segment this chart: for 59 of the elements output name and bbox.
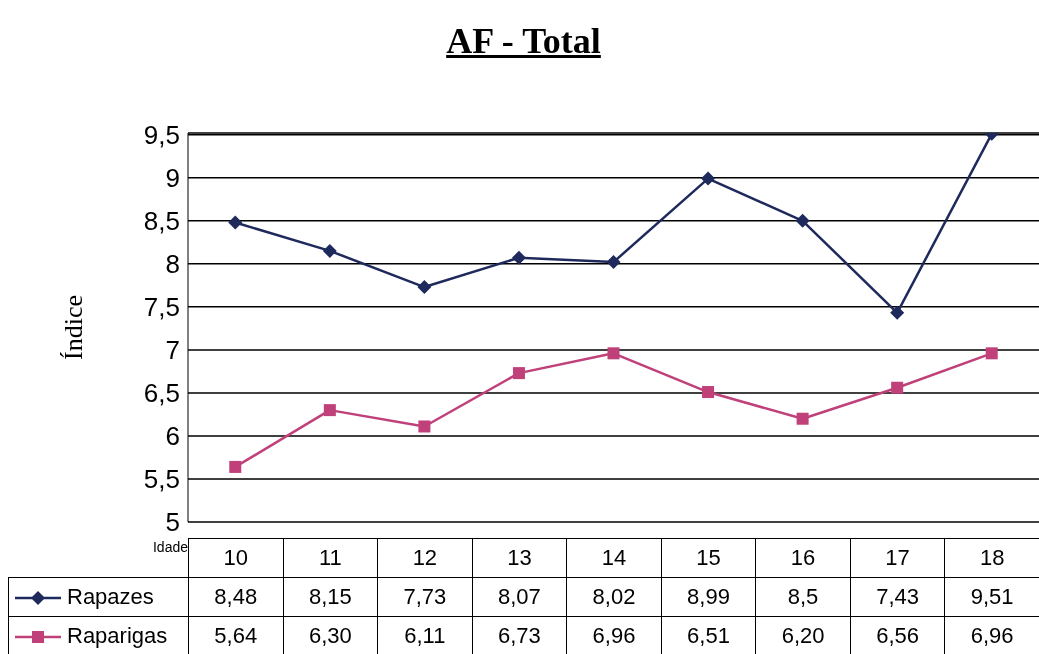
point (228, 215, 243, 230)
data-label: 6,96 (566, 616, 662, 654)
x-tick-label: 16 (755, 538, 851, 578)
x-tick-label: 17 (850, 538, 945, 578)
data-label: 6,96 (944, 616, 1039, 654)
point (890, 305, 905, 320)
data-label: 6,20 (755, 616, 851, 654)
point (701, 171, 716, 186)
legend-label: Rapazes (67, 584, 154, 609)
data-label: 8,02 (566, 577, 662, 617)
data-label: 8,15 (283, 577, 378, 617)
data-label: 8,07 (472, 577, 567, 617)
y-tick-label: 6,5 (143, 378, 180, 409)
chart-title: AF - Total (445, 20, 602, 63)
y-tick-label: 5,5 (143, 464, 180, 495)
data-label: 6,11 (377, 616, 473, 654)
x-tick-label: 14 (566, 538, 662, 578)
data-label: 6,73 (472, 616, 567, 654)
y-tick-label: 7 (165, 335, 180, 366)
point (229, 460, 242, 473)
x-tick-label: 10 (188, 538, 284, 578)
y-tick-label: 8 (165, 249, 180, 280)
point (323, 404, 336, 417)
data-label: 5,64 (188, 616, 284, 654)
point (702, 386, 715, 399)
data-label: 9,51 (944, 577, 1039, 617)
y-tick-label: 5 (165, 507, 180, 538)
y-tick-label: 6 (165, 421, 180, 452)
data-label: 7,73 (377, 577, 473, 617)
y-tick-label: 9,5 (143, 119, 180, 150)
x-tick-label: 13 (472, 538, 567, 578)
data-label: 8,48 (188, 577, 284, 617)
x-tick-label: 18 (944, 538, 1039, 578)
point (418, 420, 431, 433)
point (512, 367, 525, 380)
point (322, 243, 337, 258)
data-label: 6,51 (661, 616, 756, 654)
data-label: 8,5 (755, 577, 851, 617)
x-tick-label: 15 (661, 538, 756, 578)
y-tick-label: 8,5 (143, 206, 180, 237)
data-label: 7,43 (850, 577, 945, 617)
point (606, 255, 621, 270)
point (795, 213, 810, 228)
point (417, 280, 432, 295)
x-axis-title: Idade (151, 538, 189, 557)
data-label: 8,99 (661, 577, 756, 617)
data-label: 6,30 (283, 616, 378, 654)
point (985, 347, 998, 360)
point (607, 347, 620, 360)
y-tick-label: 7,5 (143, 292, 180, 323)
x-tick-label: 12 (377, 538, 473, 578)
point (891, 381, 904, 394)
point (511, 250, 526, 265)
data-label: 6,56 (850, 616, 945, 654)
y-tick-label: 9 (165, 162, 180, 193)
y-axis-title: Índice (59, 295, 89, 360)
legend-label: Raparigas (67, 623, 168, 648)
point (796, 412, 809, 425)
x-tick-label: 11 (283, 538, 378, 578)
